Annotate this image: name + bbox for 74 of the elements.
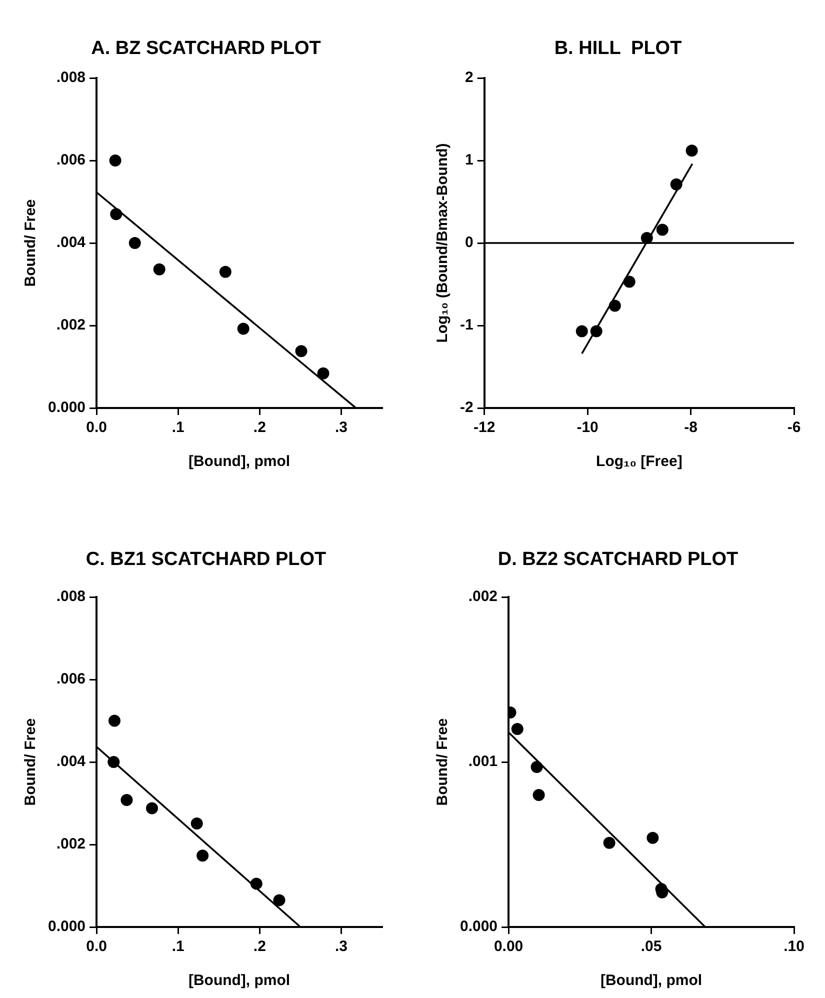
y-tick-label: .002 bbox=[56, 316, 86, 334]
point bbox=[603, 836, 616, 849]
x-tick-label: .2 bbox=[253, 419, 266, 436]
point bbox=[128, 237, 141, 249]
chart-title: B. HILL PLOT bbox=[553, 38, 683, 60]
x-tick-label: -10 bbox=[576, 419, 598, 436]
x-axis-title: Log₁₀ [Free] bbox=[596, 453, 682, 470]
y-tick-label: 0.000 bbox=[460, 918, 498, 936]
point bbox=[153, 263, 166, 276]
point bbox=[317, 367, 330, 380]
x-tick-label: .3 bbox=[334, 938, 348, 956]
point bbox=[146, 802, 158, 814]
x-tick-label: .05 bbox=[640, 938, 662, 956]
y-axis-title: Bound/ Free bbox=[434, 718, 452, 806]
x-tick-label: -6 bbox=[787, 419, 801, 436]
chart-title: A. BZ SCATCHARD PLOT bbox=[90, 38, 322, 60]
y-axis-title: Bound/ Free bbox=[22, 199, 40, 287]
y-tick-label: 0 bbox=[464, 234, 474, 252]
point bbox=[196, 850, 209, 862]
x-tick-label: -8 bbox=[684, 419, 698, 436]
y-axis-title: Log₁₀ (Bound/Bmax-Bound) bbox=[434, 143, 452, 343]
point bbox=[623, 276, 636, 288]
point bbox=[273, 894, 286, 906]
point bbox=[219, 266, 232, 278]
x-tick-label: .1 bbox=[172, 938, 184, 956]
point bbox=[109, 154, 122, 166]
point bbox=[640, 232, 653, 244]
x-tick-label: 0.0 bbox=[86, 938, 107, 956]
point bbox=[590, 325, 602, 338]
y-tick-label: .002 bbox=[56, 836, 86, 853]
y-tick-label: -1 bbox=[460, 316, 474, 334]
y-tick-label: .004 bbox=[56, 234, 86, 252]
point bbox=[511, 723, 524, 735]
point bbox=[108, 714, 120, 727]
y-tick-label: 2 bbox=[464, 69, 474, 86]
y-tick-label: .004 bbox=[56, 753, 86, 770]
point bbox=[646, 832, 659, 844]
x-tick-label: -12 bbox=[473, 419, 496, 436]
x-tick-label: .3 bbox=[334, 419, 348, 436]
x-axis-title: [Bound], pmol bbox=[600, 972, 702, 990]
point bbox=[237, 322, 250, 335]
point bbox=[576, 325, 588, 338]
y-tick-label: .008 bbox=[56, 69, 86, 86]
point bbox=[190, 817, 203, 830]
x-axis-title: [Bound], pmol bbox=[188, 972, 290, 990]
y-tick-label: 1 bbox=[464, 152, 474, 169]
x-tick-label: .1 bbox=[172, 419, 184, 436]
x-tick-label: 0.0 bbox=[86, 419, 107, 436]
point bbox=[686, 144, 698, 157]
y-tick-label: .001 bbox=[468, 753, 498, 770]
point bbox=[530, 760, 543, 773]
y-tick-label: .008 bbox=[56, 588, 86, 606]
chart-title: D. BZ2 SCATCHARD PLOT bbox=[496, 549, 740, 571]
y-axis-title: Bound/ Free bbox=[22, 718, 40, 806]
x-axis-title: [Bound], pmol bbox=[188, 453, 290, 470]
point bbox=[250, 878, 262, 890]
point bbox=[108, 756, 120, 768]
y-tick-label: 0.000 bbox=[48, 918, 86, 936]
y-tick-label: .002 bbox=[468, 588, 498, 606]
y-tick-label: .006 bbox=[56, 670, 86, 688]
point bbox=[670, 178, 682, 190]
point bbox=[110, 208, 122, 220]
point bbox=[120, 794, 133, 806]
y-tick-label: .006 bbox=[56, 152, 86, 169]
y-tick-label: 0.000 bbox=[48, 399, 86, 416]
point bbox=[532, 789, 545, 801]
x-tick-label: 0.00 bbox=[494, 938, 524, 956]
x-tick-label: .10 bbox=[784, 938, 804, 956]
chart-title: C. BZ1 SCATCHARD PLOT bbox=[84, 549, 328, 571]
x-tick-label: .2 bbox=[253, 938, 266, 956]
point bbox=[295, 345, 308, 358]
y-tick-label: -2 bbox=[460, 399, 474, 416]
point bbox=[656, 224, 668, 236]
point bbox=[608, 300, 621, 312]
